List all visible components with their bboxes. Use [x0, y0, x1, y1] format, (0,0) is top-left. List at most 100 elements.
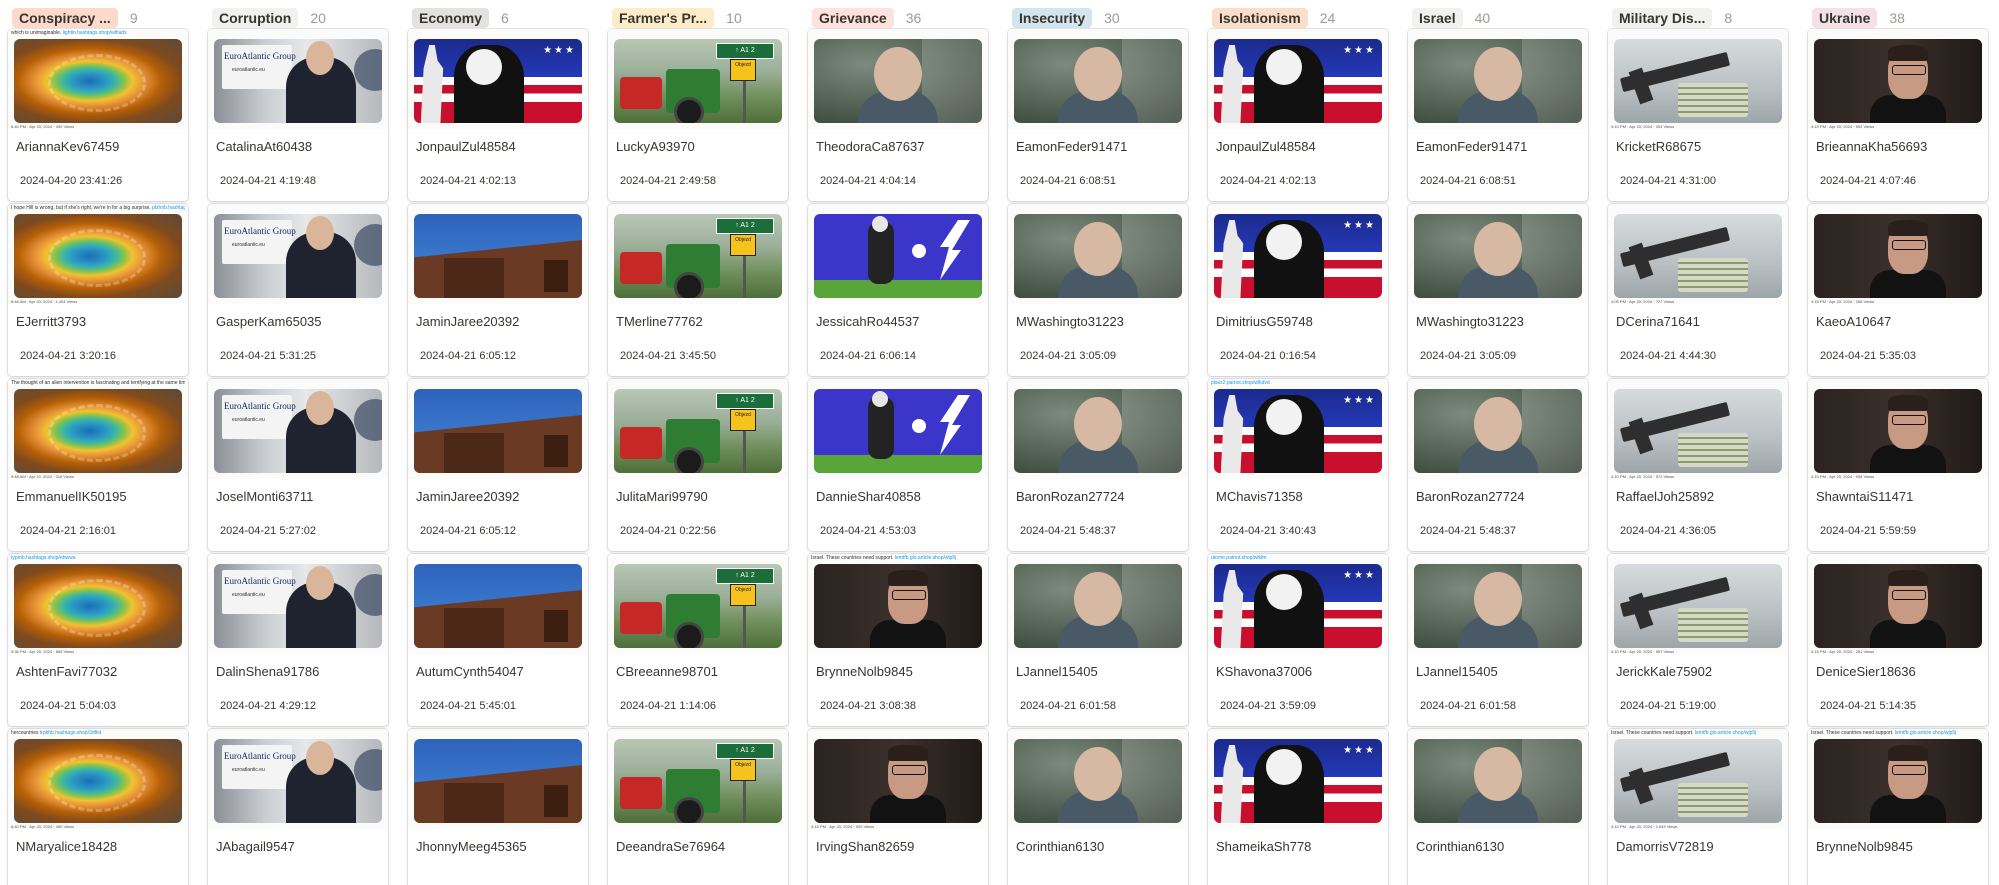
- column-header[interactable]: Corruption 20: [208, 0, 388, 36]
- post-image: ↑ A1 2 Objezd: [614, 214, 782, 298]
- board-card[interactable]: EuroAtlantic Group euroatlantic.eu JoselMo…: [208, 379, 388, 551]
- post-link: lemtfb.glo.article.shop/wlp5j: [1894, 730, 1957, 736]
- board-card[interactable]: 4:05 PM · Apr 20, 2024 · 727 Views DCerin…: [1608, 204, 1788, 376]
- post-text-body: I hope Hill is wrong, but if she's right…: [11, 205, 151, 211]
- post-image: [1014, 564, 1182, 648]
- card-cover: 4:15 PM · Apr 20, 2024 · 281 Views: [1808, 554, 1988, 654]
- board-card[interactable]: LJannel15405 2024-04-21 6:01:58: [1008, 554, 1188, 726]
- post-image: ↑ A1 2 Objezd: [614, 39, 782, 123]
- board-card[interactable]: typmb.hashtags.shop/ebwwa 5:36 PM · Apr 2…: [8, 554, 188, 726]
- card-date: 2024-04-21 0:22:56: [620, 525, 717, 537]
- board-card[interactable]: EuroAtlantic Group euroatlantic.eu JAbagai…: [208, 729, 388, 885]
- board-card[interactable]: Corinthian6130: [1008, 729, 1188, 885]
- board-card[interactable]: EamonFeder91471 2024-04-21 6:08:51: [1008, 29, 1188, 201]
- board-card[interactable]: Israel. These countries need support. le…: [1808, 729, 1988, 885]
- card-title: BaronRozan27724: [1016, 489, 1125, 504]
- board-card[interactable]: ★★★ DimitriusG59748 2024-04-21 0:16:54: [1208, 204, 1388, 376]
- board-card[interactable]: utome.patriot.shop/wlkfm ★★★ KShavona37006…: [1208, 554, 1388, 726]
- board-card[interactable]: Corinthian6130: [1408, 729, 1588, 885]
- card-cover: I hope Hill is wrong, but if she's right…: [8, 204, 188, 304]
- column-header[interactable]: Farmer's Pr... 10: [608, 0, 788, 36]
- card-date: 2024-04-21 5:35:03: [1820, 350, 1917, 362]
- card-date: 2024-04-21 5:48:37: [1420, 525, 1517, 537]
- card-title: BaronRozan27724: [1416, 489, 1525, 504]
- board-card[interactable]: ↑ A1 2 Objezd CBreeanne98701 2024-04-21 1:1…: [608, 554, 788, 726]
- card-title: TheodoraCa87637: [816, 139, 925, 154]
- board-card[interactable]: 4:15 PM · Apr 20, 2024 · 281 Views Denice…: [1808, 554, 1988, 726]
- board-card[interactable]: 4:15 PM · Apr 20, 2024 · 592 Views Briean…: [1808, 29, 1988, 201]
- card-cover: [1008, 729, 1188, 829]
- card-cover: ↑ A1 2 Objezd: [608, 379, 788, 479]
- post-image: [14, 739, 182, 823]
- board-card[interactable]: The thought of an alien intervention is …: [8, 379, 188, 551]
- post-image: [1814, 39, 1982, 123]
- board-card[interactable]: ★★★ JonpaulZul48584 2024-04-21 4:02:13: [408, 29, 588, 201]
- board-card[interactable]: MWashingto31223 2024-04-21 3:05:09: [1008, 204, 1188, 376]
- board-card[interactable]: ↑ A1 2 Objezd JulitaMari99790 2024-04-21 0:…: [608, 379, 788, 551]
- column-header[interactable]: Insecurity 30: [1008, 0, 1188, 36]
- board-card[interactable]: JaminJaree20392 2024-04-21 6:05:12: [408, 204, 588, 376]
- board-card[interactable]: JessicahRo44537 2024-04-21 6:06:14: [808, 204, 988, 376]
- board-card[interactable]: hercountries trpkhb.hashtags.shop/3dfkd 6…: [8, 729, 188, 885]
- card-date: 2024-04-21 6:06:14: [820, 350, 917, 362]
- column-header[interactable]: Israel 40: [1408, 0, 1588, 36]
- board-card[interactable]: 4:10 PM · Apr 20, 2024 · 572 Views Raffae…: [1608, 379, 1788, 551]
- board-card[interactable]: EuroAtlantic Group euroatlantic.eu Catalin…: [208, 29, 388, 201]
- board-card[interactable]: 4:10 PM · Apr 20, 2024 · 957 Views Jerick…: [1608, 554, 1788, 726]
- post-meta: 4:15 PM · Apr 20, 2024 · 929 Views: [811, 824, 875, 829]
- board-card[interactable]: I hope Hill is wrong, but if she's right…: [8, 204, 188, 376]
- card-date: 2024-04-21 5:27:02: [220, 525, 317, 537]
- board-card[interactable]: 4:10 PM · Apr 20, 2024 · 334 Views Kricke…: [1608, 29, 1788, 201]
- board-card[interactable]: 4:15 PM · Apr 20, 2024 · 929 Views Irving…: [808, 729, 988, 885]
- card-date: 2024-04-21 3:45:50: [620, 350, 717, 362]
- card-title: JonpaulZul48584: [1216, 139, 1316, 154]
- board-card[interactable]: ↑ A1 2 Objezd LuckyA93970 2024-04-21 2:49:5…: [608, 29, 788, 201]
- post-text-body: Israel. These countries need support.: [1611, 730, 1694, 736]
- board-card[interactable]: 4:15 PM · Apr 20, 2024 · 268 Views KaeoA1…: [1808, 204, 1988, 376]
- card-title: AriannaKev67459: [16, 139, 120, 154]
- board-card[interactable]: plsez2.patriot.shop/wlkdvd ★★★ MChavis7135…: [1208, 379, 1388, 551]
- board-card[interactable]: JhonnyMeeg45365: [408, 729, 588, 885]
- post-image: [14, 214, 182, 298]
- card-cover: ↑ A1 2 Objezd: [608, 554, 788, 654]
- board-card[interactable]: ★★★ ShameikaSh778: [1208, 729, 1388, 885]
- card-cover: [408, 554, 588, 654]
- post-link: plsez2.patriot.shop/wlkdvd: [1211, 380, 1270, 386]
- post-text: Israel. These countries need support. le…: [1811, 730, 1985, 736]
- card-cover: 4:15 PM · Apr 20, 2024 · 592 Views: [1808, 29, 1988, 129]
- column-header[interactable]: Economy 6: [408, 0, 588, 36]
- column-header[interactable]: Conspiracy ... 9: [8, 0, 188, 36]
- board-card[interactable]: EuroAtlantic Group euroatlantic.eu DalinSh…: [208, 554, 388, 726]
- board-card[interactable]: ↑ A1 2 Objezd TMerline77762 2024-04-21 3:45…: [608, 204, 788, 376]
- column-header[interactable]: Grievance 36: [808, 0, 988, 36]
- board-card[interactable]: MWashingto31223 2024-04-21 3:05:09: [1408, 204, 1588, 376]
- board-card[interactable]: which is unimaginable. lightin.hashtags.…: [8, 29, 188, 201]
- column-header[interactable]: Ukraine 38: [1808, 0, 1988, 36]
- board-card[interactable]: JaminJaree20392 2024-04-21 6:05:12: [408, 379, 588, 551]
- board-column: Ukraine 38 4:15 PM · Apr 20, 2024 · 592 Vi…: [1808, 0, 1988, 885]
- card-title: EamonFeder91471: [1016, 139, 1128, 154]
- post-link: lemtfb.glo.article.shop/wlp5j: [1694, 730, 1757, 736]
- board-card[interactable]: EamonFeder91471 2024-04-21 6:08:51: [1408, 29, 1588, 201]
- card-title: JaminJaree20392: [416, 314, 520, 329]
- board-card[interactable]: TheodoraCa87637 2024-04-21 4:04:14: [808, 29, 988, 201]
- card-title: DannieShar40858: [816, 489, 921, 504]
- card-cover: ★★★: [1208, 729, 1388, 829]
- board-card[interactable]: BaronRozan27724 2024-04-21 5:48:37: [1008, 379, 1188, 551]
- board-card[interactable]: ★★★ JonpaulZul48584 2024-04-21 4:02:13: [1208, 29, 1388, 201]
- board-card[interactable]: AutumCynth54047 2024-04-21 5:45:01: [408, 554, 588, 726]
- board-card[interactable]: ↑ A1 2 Objezd DeeandraSe76964: [608, 729, 788, 885]
- board-card[interactable]: 4:15 PM · Apr 20, 2024 · 938 Views Shawnt…: [1808, 379, 1988, 551]
- post-image: ★★★: [1214, 564, 1382, 648]
- board-card[interactable]: EuroAtlantic Group euroatlantic.eu GasperK…: [208, 204, 388, 376]
- card-date: 2024-04-21 3:05:09: [1020, 350, 1117, 362]
- board-card[interactable]: Israel. These countries need support. le…: [1608, 729, 1788, 885]
- post-meta: 6:40 PM · Apr 20, 2024 · 490 Views: [11, 824, 75, 829]
- board-card[interactable]: LJannel15405 2024-04-21 6:01:58: [1408, 554, 1588, 726]
- board-card[interactable]: BaronRozan27724 2024-04-21 5:48:37: [1408, 379, 1588, 551]
- column-tag: Grievance: [812, 8, 894, 28]
- board-card[interactable]: Israel. These countries need support. le…: [808, 554, 988, 726]
- column-header[interactable]: Military Dis... 8: [1608, 0, 1788, 36]
- column-header[interactable]: Isolationism 24: [1208, 0, 1388, 36]
- board-card[interactable]: DannieShar40858 2024-04-21 4:53:03: [808, 379, 988, 551]
